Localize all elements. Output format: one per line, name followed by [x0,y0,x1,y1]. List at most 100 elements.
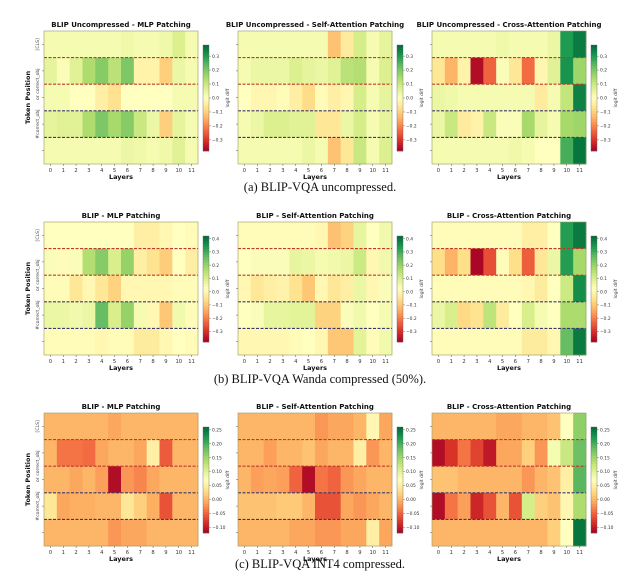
heatmap-cell [95,137,109,165]
heatmap-cell [547,466,561,494]
colorbar-segment [591,307,597,311]
heatmap-cell [327,301,342,329]
colorbar-tick-label: −0.1 [406,303,417,309]
colorbar-segment [397,336,403,340]
heatmap-cell [121,492,135,520]
heatmap-cell [444,439,459,467]
colorbar-segment [203,336,209,340]
colorbar-segment [591,434,597,438]
heatmap-cell [353,31,367,58]
heatmap-cell [95,110,109,138]
colorbar-tick-label: 0.0 [212,96,219,102]
colorbar-segment [397,490,403,494]
x-axis-label: Layers [109,173,133,181]
colorbar-segment [397,514,403,518]
heatmap-cell [146,84,160,112]
colorbar-segment [591,281,597,284]
heatmap-cell [69,275,83,303]
heatmap-cell [159,84,173,112]
x-tick-label: 1 [450,168,453,174]
heatmap-cell [483,466,497,494]
heatmap-cell [146,519,160,547]
colorbar-segment [203,453,209,457]
colorbar-segment [397,100,403,104]
heatmap-cell [496,84,510,112]
heatmap-cell [69,137,83,165]
heatmap-cell [366,275,380,303]
x-tick-label: 9 [552,168,555,174]
heatmap-cell [159,301,173,329]
heatmap-cell [44,275,58,303]
y-tick-label: or correct_obj [35,259,41,291]
heatmap-cell [432,492,446,520]
heatmap-cell [146,31,160,58]
heatmap-cell [238,275,252,303]
heatmap-cell [95,466,109,494]
heatmap-cell [470,110,484,138]
heatmap-cell [444,413,459,440]
heatmap-cell [432,110,446,138]
heatmap-cell [276,275,290,303]
colorbar-tick-label: 0.25 [212,427,222,433]
heatmap-cell [121,328,135,356]
heatmap-cell [509,519,523,547]
colorbar-segment [203,246,209,250]
x-tick-label: 4 [488,550,492,556]
heatmap-cell [444,301,459,329]
heatmap-cell [353,439,367,467]
heatmap-cell [250,519,265,547]
colorbar-segment [591,90,597,93]
heatmap-cell [547,519,561,547]
colorbar-segment [591,487,597,491]
colorbar-segment [203,129,209,133]
colorbar-segment [591,66,597,70]
x-tick-label: 10 [369,359,376,365]
x-tick-label: 10 [175,359,182,365]
heatmap-cell [560,301,574,329]
colorbar-segment [591,103,597,107]
heatmap-cell [302,301,316,329]
colorbar-segment [203,501,209,505]
heatmap-cell [457,466,471,494]
heatmap-cell [69,439,83,467]
heatmap-cell [534,222,548,249]
colorbar-segment [397,495,403,499]
colorbar-segment [397,137,403,141]
colorbar-segment [203,68,209,72]
colorbar-segment [591,241,597,245]
heatmap-cell [238,439,252,467]
colorbar-segment [591,458,597,462]
heatmap-cell [44,222,58,249]
heatmap-cell [366,137,380,165]
heatmap-cell [146,110,160,138]
colorbar-tick-label: 0.1 [406,82,413,88]
heatmap-cell [302,519,316,547]
heatmap-cell [432,301,446,329]
colorbar-segment [397,257,403,261]
colorbar-tick-label: 0.0 [406,289,413,295]
heatmap-cell [185,57,199,85]
y-tick-label: #correct_obj [35,109,41,138]
colorbar-segment [591,466,597,470]
heatmap-cell [146,328,160,356]
colorbar-segment [397,119,403,123]
x-tick-label: 2 [74,359,77,365]
x-tick-label: 7 [139,550,142,556]
heatmap-cell [379,328,393,356]
heatmap-cell [250,110,265,138]
colorbar-segment [397,111,403,115]
colorbar-segment [591,108,597,112]
heatmap-cell [56,413,71,440]
colorbar-segment [203,119,209,123]
heatmap-cell [289,31,303,58]
heatmap-cell [146,57,160,85]
heatmap-cell [159,110,173,138]
heatmap-cell [172,275,186,303]
heatmap-cell [379,413,393,440]
colorbar-segment [203,275,209,279]
heatmap-cell [56,137,71,165]
colorbar-segment [591,124,597,128]
colorbar-segment [203,477,209,481]
heatmap-cell [327,110,342,138]
heatmap-cell [238,31,252,58]
